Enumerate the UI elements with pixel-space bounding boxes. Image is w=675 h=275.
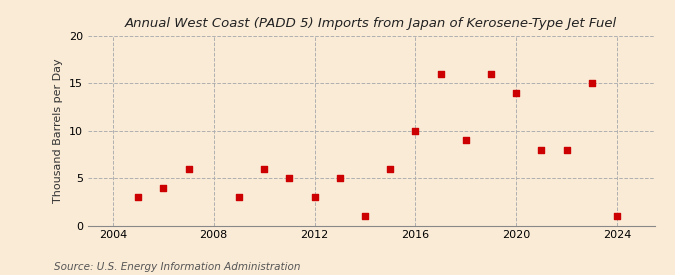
Point — [612, 214, 622, 218]
Point — [410, 128, 421, 133]
Point — [435, 72, 446, 76]
Point — [460, 138, 471, 142]
Point — [133, 195, 144, 199]
Point — [183, 166, 194, 171]
Point — [259, 166, 269, 171]
Point — [360, 214, 371, 218]
Point — [234, 195, 244, 199]
Point — [485, 72, 496, 76]
Point — [587, 81, 597, 85]
Point — [511, 90, 522, 95]
Text: Source: U.S. Energy Information Administration: Source: U.S. Energy Information Administ… — [54, 262, 300, 272]
Point — [561, 147, 572, 152]
Point — [309, 195, 320, 199]
Point — [334, 176, 345, 180]
Point — [158, 185, 169, 190]
Point — [284, 176, 295, 180]
Title: Annual West Coast (PADD 5) Imports from Japan of Kerosene-Type Jet Fuel: Annual West Coast (PADD 5) Imports from … — [125, 17, 618, 31]
Point — [385, 166, 396, 171]
Point — [536, 147, 547, 152]
Y-axis label: Thousand Barrels per Day: Thousand Barrels per Day — [53, 58, 63, 203]
